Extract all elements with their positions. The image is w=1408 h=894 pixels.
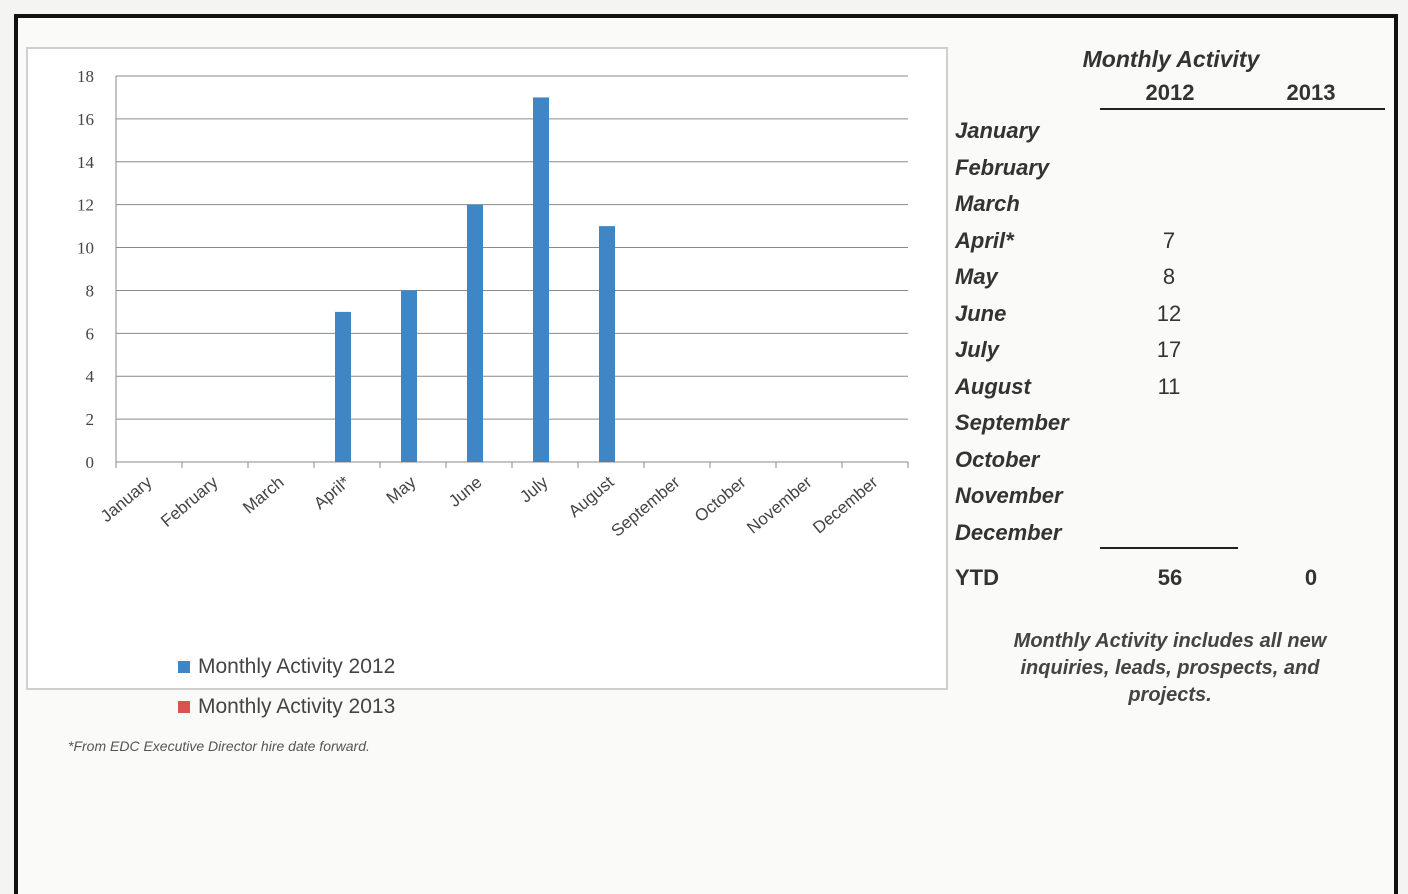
y-tick-label: 16 [77, 110, 94, 129]
month-label: April* [955, 227, 1014, 253]
month-label: March [955, 191, 1020, 216]
year-header-2012: 2012 [1145, 80, 1195, 105]
table-row: August 11 [955, 374, 1395, 410]
table-row: May 8 [955, 264, 1395, 300]
value-2012: 8 [1162, 264, 1176, 289]
table-row: April* 7 [955, 228, 1395, 264]
table-row: February [955, 155, 1395, 191]
month-label: February [955, 154, 1050, 180]
y-tick-label: 4 [86, 367, 95, 386]
y-tick-label: 6 [86, 324, 95, 343]
month-label: December [955, 519, 1062, 545]
table-row: December [955, 520, 1395, 556]
bar-monthly-activity-2012 [335, 311, 351, 462]
bar-monthly-activity-2012 [401, 290, 417, 462]
ytd-2013: 0 [1304, 565, 1318, 590]
y-tick-label: 14 [77, 153, 95, 172]
value-2012: 12 [1156, 300, 1182, 326]
x-tick-label: April* [310, 472, 354, 513]
x-tick-label: November [743, 472, 816, 537]
activity-note: Monthly Activity includes all new inquir… [1013, 630, 1327, 706]
bar-chart: 0 2 4 6 8 10 12 14 16 18 January February March April… [77, 67, 909, 541]
chart-legend: Monthly Activity 2012 Monthly Activity 2… [178, 647, 395, 727]
month-label: May [955, 264, 998, 289]
table-row: July 17 [955, 337, 1395, 373]
bar-monthly-activity-2012 [533, 97, 549, 462]
bar-monthly-activity-2012 [467, 204, 483, 462]
x-tick-label: December [809, 472, 882, 537]
y-tick-label: 2 [86, 410, 95, 429]
y-tick-label: 0 [86, 453, 95, 472]
bar-monthly-activity-2012 [599, 226, 615, 462]
value-2012: 7 [1162, 227, 1176, 253]
x-tick-label: October [691, 472, 750, 526]
table-title: Monthly Activity [1082, 46, 1260, 72]
ytd-2012: 56 [1157, 565, 1183, 590]
ytd-label: YTD [955, 565, 999, 590]
month-label: June [955, 300, 1007, 326]
legend-label-2013: Monthly Activity 2013 [198, 695, 396, 718]
chart-container: 0 2 4 6 8 10 12 14 16 18 January February March April… [26, 47, 948, 718]
header-rule [1100, 108, 1385, 110]
month-label: October [955, 446, 1040, 472]
x-tick-label: August [565, 472, 618, 521]
month-label: July [955, 337, 1000, 362]
y-tick-label: 8 [86, 281, 95, 300]
year-header-2013: 2013 [1286, 80, 1336, 105]
y-tick-label: 18 [77, 67, 94, 86]
monthly-activity-table: Monthly Activity 2012 2013 January Februa… [955, 46, 1395, 646]
x-tick-label: July [516, 472, 552, 506]
x-tick-label: January [97, 472, 156, 526]
legend-swatch-2012 [178, 661, 190, 673]
table-row: September [955, 410, 1395, 446]
y-tick-label: 12 [77, 196, 94, 215]
legend-item-2013: Monthly Activity 2013 [178, 687, 395, 727]
x-tick-label: September [608, 472, 684, 540]
value-2012: 17 [1156, 337, 1182, 362]
y-tick-label: 10 [77, 239, 94, 258]
table-row: January [955, 118, 1395, 154]
total-rule [1100, 547, 1238, 549]
table-row: October [955, 447, 1395, 483]
footnote: *From EDC Executive Director hire date f… [68, 738, 370, 754]
legend-label-2012: Monthly Activity 2012 [198, 655, 396, 678]
table-row: November [955, 483, 1395, 519]
table-row: March [955, 191, 1395, 227]
x-tick-label: March [239, 473, 287, 518]
month-label: September [955, 410, 1069, 435]
table-row: June 12 [955, 301, 1395, 337]
legend-item-2012: Monthly Activity 2012 [178, 647, 395, 687]
month-label: January [955, 118, 1040, 143]
x-tick-label: February [157, 472, 222, 531]
month-label: August [955, 373, 1031, 399]
month-label: November [955, 483, 1063, 508]
legend-swatch-2013 [178, 701, 190, 713]
value-2012: 11 [1157, 373, 1181, 399]
x-tick-label: May [383, 472, 420, 508]
x-tick-label: June [445, 473, 485, 511]
